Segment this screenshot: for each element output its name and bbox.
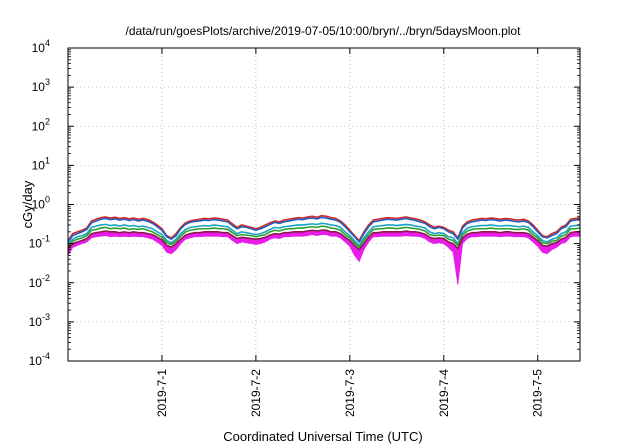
y-tick-label: 103 bbox=[32, 77, 50, 94]
y-tick-base: 10 bbox=[29, 315, 43, 329]
y-tick-label: 102 bbox=[32, 116, 50, 133]
y-tick-label: 104 bbox=[32, 38, 50, 55]
y-tick-label: 100 bbox=[32, 195, 50, 212]
y-tick-exponent: 1 bbox=[45, 155, 50, 165]
y-tick-base: 10 bbox=[32, 80, 46, 94]
y-tick-exponent: 4 bbox=[45, 38, 50, 48]
plot-frame bbox=[67, 47, 581, 362]
series-line-4 bbox=[67, 225, 581, 249]
x-tick-label: 2019-7-3 bbox=[343, 369, 357, 417]
band-layer bbox=[67, 229, 581, 285]
series-layer bbox=[67, 214, 581, 251]
y-tick-base: 10 bbox=[32, 119, 46, 133]
y-tick-label: 10-3 bbox=[29, 312, 50, 329]
y-tick-label: 10-2 bbox=[29, 273, 50, 290]
y-tick-exponent: -3 bbox=[42, 312, 50, 322]
y-tick-base: 10 bbox=[32, 158, 46, 172]
y-tick-exponent: 2 bbox=[45, 116, 50, 126]
y-tick-label: 10-1 bbox=[29, 234, 50, 251]
y-tick-base: 10 bbox=[29, 354, 43, 368]
range-band bbox=[67, 229, 581, 285]
y-axis-title: cGy/day bbox=[20, 180, 35, 228]
y-tick-exponent: -2 bbox=[42, 273, 50, 283]
x-axis-title: Coordinated Universal Time (UTC) bbox=[223, 429, 422, 444]
y-tick-exponent: -1 bbox=[42, 234, 50, 244]
x-tick-label: 2019-7-5 bbox=[531, 369, 545, 417]
y-tick-label: 10-4 bbox=[29, 351, 50, 368]
y-tick-base: 10 bbox=[32, 41, 46, 55]
series-line-1 bbox=[67, 214, 581, 242]
y-tick-base: 10 bbox=[29, 276, 43, 290]
y-tick-base: 10 bbox=[32, 198, 46, 212]
x-tick-label: 2019-7-1 bbox=[155, 369, 169, 417]
series-line-2 bbox=[67, 216, 581, 243]
y-tick-label: 101 bbox=[32, 155, 50, 172]
x-tick-label: 2019-7-2 bbox=[249, 369, 263, 417]
chart-title: /data/run/goesPlots/archive/2019-07-05/1… bbox=[126, 24, 522, 38]
y-tick-exponent: 0 bbox=[45, 195, 50, 205]
series-line-5 bbox=[67, 229, 580, 251]
series-line-3 bbox=[67, 222, 581, 247]
y-tick-exponent: -4 bbox=[42, 351, 50, 361]
x-tick-label: 2019-7-4 bbox=[437, 369, 451, 417]
y-tick-exponent: 3 bbox=[45, 77, 50, 87]
grid-lines bbox=[68, 48, 580, 361]
y-tick-base: 10 bbox=[29, 237, 43, 251]
